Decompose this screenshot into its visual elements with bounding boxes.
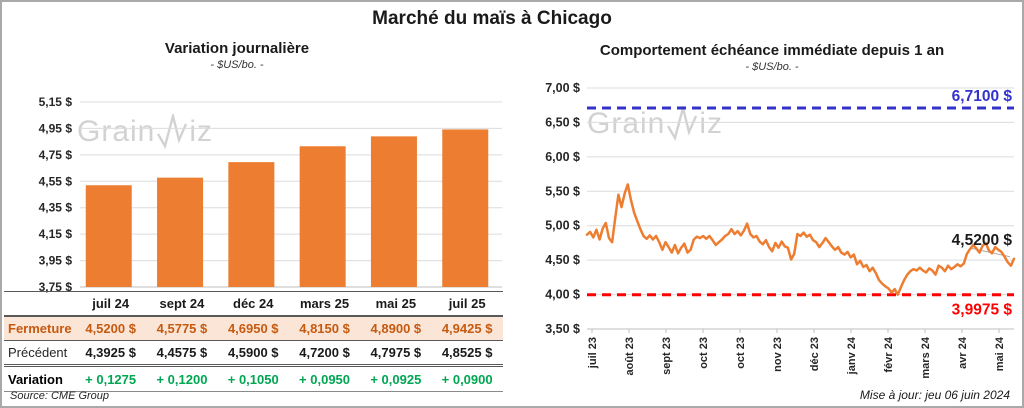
- table-row-fermeture: Fermeture 4,5200 $ 4,5775 $ 4,6950 $ 4,8150 …: [4, 317, 503, 341]
- bar-mai-25: [370, 136, 417, 287]
- row-label-precedent: Précédent: [8, 345, 68, 360]
- column-header: déc 24: [233, 296, 274, 311]
- bar-mars-25: [299, 146, 346, 287]
- cell-variation: + 0,0900: [441, 371, 493, 387]
- cell-fermeture: 4,9425 $: [441, 321, 493, 336]
- page-title: Marché du maïs à Chicago: [372, 8, 612, 29]
- x-axis-tick-label: avr 24: [957, 336, 969, 369]
- cell-precedent: 4,7200 $: [299, 345, 350, 360]
- cell-precedent: 4,8525 $: [441, 345, 493, 360]
- bar-sept-24: [157, 177, 204, 287]
- y-axis-tick-label: 3,95 $: [39, 254, 73, 268]
- source-note: Source: CME Group: [10, 390, 110, 402]
- x-axis-tick-label: mars 24: [920, 336, 932, 378]
- last-price-label: 4,5200 $: [952, 232, 1013, 249]
- grainwiz-watermark-logo: Grain iz: [77, 114, 213, 150]
- x-axis-tick-label: mai 24: [994, 336, 1006, 371]
- x-axis-tick-label: oct 23: [698, 337, 710, 369]
- price-series-line: [585, 183, 1016, 296]
- watermark-text: iz: [189, 115, 214, 148]
- row-label-variation: Variation: [8, 371, 63, 387]
- bar-chart-subtitle: - $US/bo. -: [210, 59, 264, 71]
- y-axis-tick-label: 6,50 $: [545, 115, 580, 129]
- x-axis-tick-label: nov 23: [772, 337, 784, 372]
- y-axis-tick-label: 5,15 $: [39, 95, 73, 109]
- y-axis-tick-label: 7,00 $: [545, 81, 580, 95]
- x-axis-tick-label: août 23: [624, 337, 636, 376]
- line-chart-subtitle: - $US/bo. -: [745, 61, 799, 73]
- table-header-row: juil 24 sept 24 déc 24 mars 25 mai 25 juil 25: [4, 291, 503, 317]
- y-axis-tick-label: 4,55 $: [39, 174, 73, 188]
- bar-juil-24: [85, 185, 132, 287]
- bar-juil-25: [442, 129, 489, 287]
- y-axis-tick-label: 5,00 $: [545, 219, 580, 233]
- y-axis-tick-label: 6,00 $: [545, 150, 580, 164]
- watermark-text: iz: [699, 107, 724, 140]
- x-axis-tick-label: oct 23: [735, 337, 747, 369]
- cell-precedent: 4,4575 $: [156, 345, 208, 360]
- cell-variation: + 0,1275: [85, 371, 137, 387]
- column-header: juil 25: [448, 296, 486, 311]
- x-axis-tick-label: déc 23: [809, 337, 821, 371]
- x-axis-tick-label: sept 23: [661, 337, 673, 375]
- row-label-fermeture: Fermeture: [8, 321, 72, 336]
- cell-variation: + 0,0925: [370, 371, 422, 387]
- front-month-line-chart: 7,00 $ 6,50 $ 6,00 $ 5,50 $ 5,00 $ 4,50 $ 4,00…: [545, 81, 1016, 379]
- y-axis-tick-label: 4,50 $: [545, 253, 580, 267]
- cell-precedent: 4,5900 $: [227, 345, 279, 360]
- y-axis-tick-label: 4,15 $: [39, 227, 73, 241]
- cell-variation: + 0,1200: [156, 371, 208, 387]
- update-date-note: Mise à jour: jeu 06 juin 2024: [859, 388, 1010, 402]
- cell-precedent: 4,7975 $: [370, 345, 422, 360]
- cell-precedent: 4,3925 $: [85, 345, 136, 360]
- price-table: juil 24 sept 24 déc 24 mars 25 mai 25 juil 25…: [4, 291, 503, 392]
- y-axis-tick-label: 4,75 $: [39, 148, 73, 162]
- daily-variation-bar-chart: 5,15 $ 4,95 $ 4,75 $ 4,55 $ 4,35 $ 4,15 $ 3,95…: [39, 95, 502, 294]
- y-axis-tick-label: 3,50 $: [545, 322, 580, 336]
- table-row-variation: Variation + 0,1275 + 0,1200 + 0,1050 + 0,095…: [4, 367, 503, 392]
- x-axis-tick-label: févr 24: [883, 336, 895, 372]
- cell-fermeture: 4,6950 $: [227, 321, 279, 336]
- cell-fermeture: 4,5775 $: [156, 321, 208, 336]
- reference-line-label-high: 6,7100 $: [952, 88, 1013, 105]
- cell-variation: + 0,1050: [227, 371, 279, 387]
- cell-fermeture: 4,8900 $: [370, 321, 422, 336]
- line-chart-title: Comportement échéance immédiate depuis 1…: [599, 42, 945, 59]
- column-header: sept 24: [159, 296, 205, 311]
- watermark-text: Grain: [77, 115, 156, 148]
- bar-chart-title: Variation journalière: [164, 40, 310, 57]
- column-header: juil 24: [92, 296, 130, 311]
- cell-fermeture: 4,8150 $: [299, 321, 350, 336]
- column-header: mai 25: [375, 296, 417, 311]
- y-axis-tick-label: 3,75 $: [39, 280, 73, 294]
- watermark-zigzag-icon: [157, 114, 188, 150]
- y-axis-tick-label: 4,95 $: [39, 121, 73, 135]
- column-header: mars 25: [299, 296, 350, 311]
- y-axis-tick-label: 5,50 $: [545, 184, 580, 198]
- cell-variation: + 0,0950: [299, 371, 351, 387]
- x-axis-tick-label: juil 23: [587, 337, 599, 369]
- x-axis-tick-label: janv 24: [846, 336, 858, 375]
- y-axis-tick-label: 4,00 $: [545, 288, 580, 302]
- bar-déc-24: [228, 162, 275, 287]
- y-axis-tick-label: 4,35 $: [39, 201, 73, 215]
- table-row-precedent: Précédent 4,3925 $ 4,4575 $ 4,5900 $ 4,7200 …: [4, 341, 503, 367]
- grainwiz-watermark-logo: Grain iz: [587, 106, 723, 142]
- cell-fermeture: 4,5200 $: [85, 321, 136, 336]
- watermark-text: Grain: [587, 107, 666, 140]
- reference-line-label-low: 3,9975 $: [952, 302, 1013, 319]
